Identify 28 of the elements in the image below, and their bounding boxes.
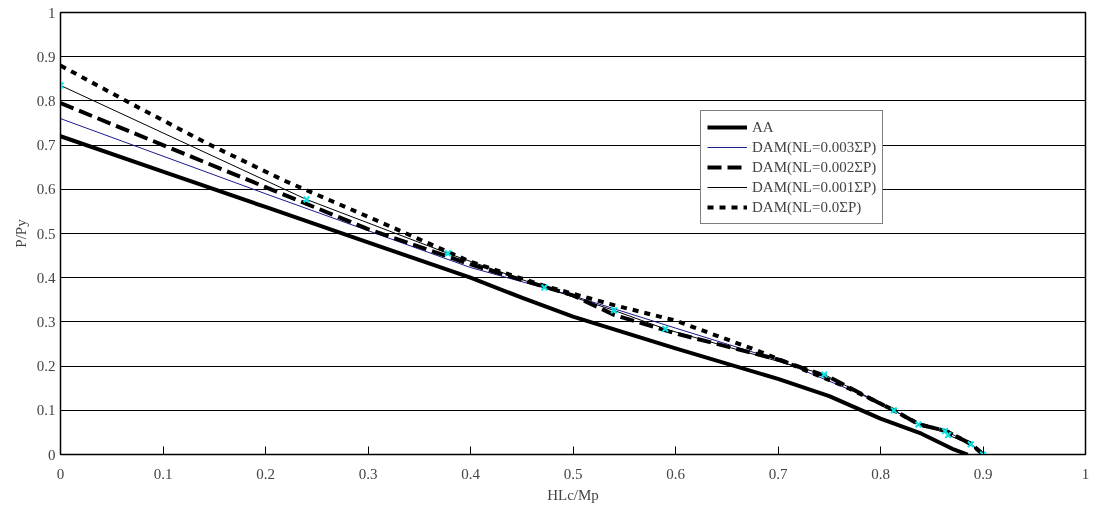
y-tick-label: 1 (48, 4, 56, 21)
legend-label: DAM(NL=0.0ΣP) (752, 198, 862, 216)
y-tick-label: 0.9 (36, 48, 56, 65)
y-tick-label: 0.1 (36, 402, 56, 419)
x-tick-label: 0.9 (973, 465, 993, 482)
x-tick-label: 0.3 (358, 465, 378, 482)
y-tick-label: 0 (48, 446, 56, 463)
x-tick-label: 0.6 (666, 465, 686, 482)
x-tick-label: 0.1 (153, 465, 173, 482)
legend-label: AA (752, 118, 774, 136)
y-tick-label: 0.2 (36, 358, 56, 375)
x-tick-label: 0.2 (256, 465, 275, 482)
legend-label: DAM(NL=0.002ΣP) (752, 158, 877, 176)
x-tick-label: 0.4 (461, 465, 481, 482)
y-tick-label: 0.7 (36, 137, 56, 154)
y-tick-label: 0.5 (36, 225, 56, 242)
y-axis-title: P/Py (12, 218, 29, 248)
x-tick-label: 0.8 (871, 465, 890, 482)
y-tick-label: 0.8 (36, 92, 56, 109)
y-tick-label: 0.6 (36, 181, 56, 198)
legend-label: DAM(NL=0.003ΣP) (752, 138, 877, 156)
y-tick-label: 0.3 (36, 313, 56, 330)
x-tick-label: 0.5 (563, 465, 583, 482)
x-tick-label: 0.7 (768, 465, 788, 482)
x-tick-label: 1 (1081, 465, 1090, 482)
x-axis-title: HLc/Mp (547, 486, 599, 503)
legend-label: DAM(NL=0.001ΣP) (752, 178, 877, 196)
y-tick-label: 0.4 (36, 269, 56, 286)
